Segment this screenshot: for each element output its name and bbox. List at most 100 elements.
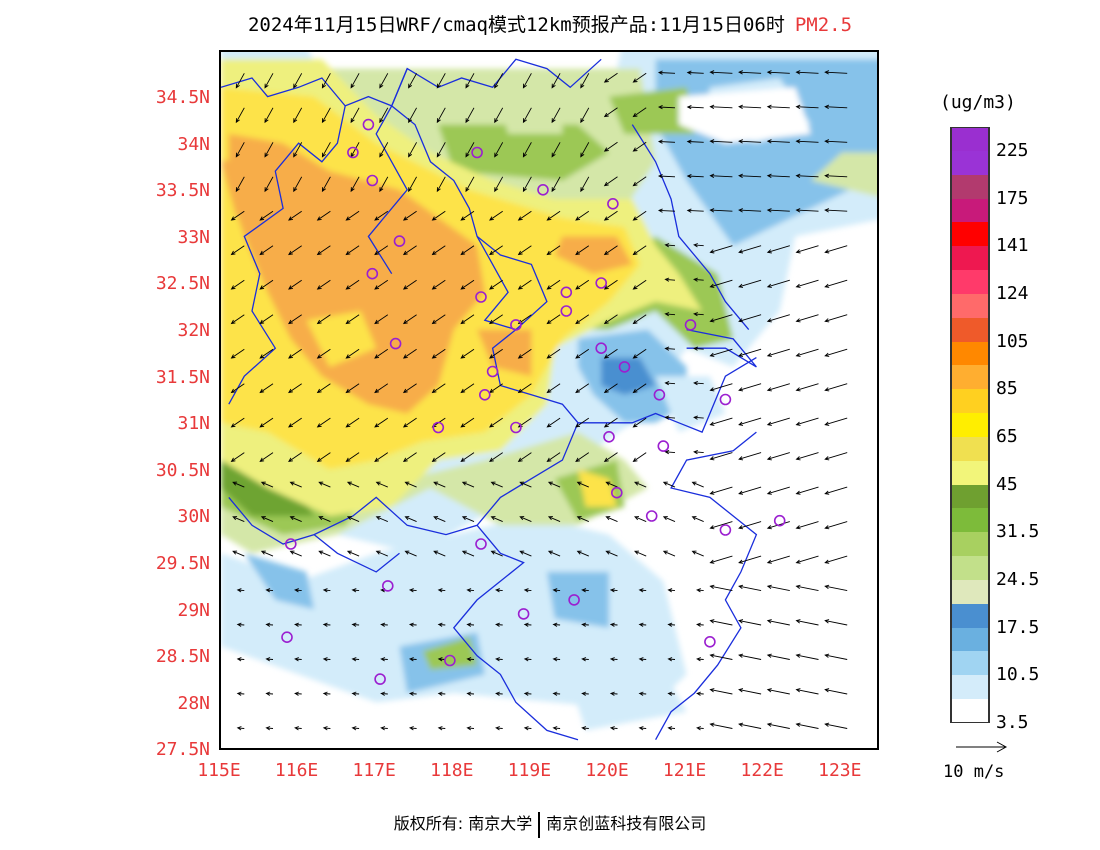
wind-arrow	[575, 245, 590, 256]
wind-arrow	[264, 176, 274, 193]
wind-arrow	[431, 348, 446, 359]
wind-arrow	[259, 383, 274, 394]
wind-arrow	[738, 245, 762, 254]
wind-arrow	[667, 622, 676, 627]
wind-arrow	[738, 452, 762, 461]
wind-arrow	[431, 452, 446, 462]
wind-arrow	[316, 452, 331, 462]
wind-arrow	[709, 348, 733, 357]
legend-swatch	[951, 246, 989, 271]
wind-arrow	[375, 481, 388, 488]
wind-arrow	[686, 139, 704, 144]
longitude-tick-label: 122E	[740, 760, 784, 781]
station-marker	[285, 538, 297, 550]
station-marker	[517, 608, 530, 620]
latitude-tick-label: 33N	[177, 226, 210, 248]
wind-arrow	[709, 584, 733, 592]
longitude-tick-label: 115E	[197, 760, 241, 781]
wind-arrow	[322, 622, 331, 627]
wind-arrow	[795, 314, 819, 323]
green-light-north	[500, 105, 563, 134]
wind-arrow	[634, 550, 647, 557]
pm25-map	[219, 50, 879, 750]
wind-arrow	[288, 279, 302, 290]
wind-arrow	[632, 107, 647, 118]
wind-arrow	[265, 588, 274, 593]
wind-arrow	[259, 210, 274, 221]
legend-swatch	[951, 150, 989, 176]
latitude-tick-label: 32.5N	[155, 273, 210, 295]
wind-arrow	[609, 588, 618, 593]
wind-arrow	[433, 516, 446, 523]
wind-arrow	[552, 588, 561, 593]
wind-arrow	[322, 726, 331, 731]
wind-arrow	[667, 691, 676, 696]
wind-arrow	[374, 383, 389, 394]
wind-arrow	[795, 383, 819, 392]
wind-arrow	[522, 73, 532, 89]
wind-arrow	[345, 452, 360, 462]
wind-arrow	[691, 481, 704, 488]
wind-arrow	[522, 107, 532, 124]
wind-arrow	[288, 314, 302, 325]
wind-arrow	[380, 657, 388, 662]
wind-arrow	[709, 486, 733, 495]
wind-arrow	[316, 245, 331, 256]
wind-arrow	[546, 383, 561, 394]
wind-arrow	[551, 176, 561, 193]
wind-arrow	[321, 176, 331, 193]
wind-arrow	[230, 348, 245, 359]
wind-arrow	[696, 691, 704, 696]
legend-unit: (ug/m3)	[940, 92, 1016, 113]
latitude-tick-label: 27.5N	[155, 739, 210, 761]
wind-arrow	[738, 314, 762, 323]
wind-arrow	[693, 243, 704, 248]
wind-arrow	[517, 452, 532, 462]
wind-arrow	[795, 521, 819, 530]
wind-arrow	[795, 70, 819, 75]
wind-arrow	[259, 314, 274, 325]
wind-arrow	[664, 346, 676, 351]
yellow-patch-zhejiang	[578, 469, 617, 507]
wind-arrow	[346, 516, 360, 523]
wind-arrow	[288, 245, 302, 256]
wind-arrow	[738, 417, 762, 426]
wind-arrow	[433, 481, 446, 488]
wind-arrow	[461, 550, 475, 557]
wind-arrow	[322, 691, 331, 696]
wind-arrow	[294, 622, 302, 627]
wind-arrow	[766, 584, 790, 592]
wind-arrow	[345, 210, 360, 221]
wind-arrow	[351, 657, 360, 662]
wind-arrow	[402, 314, 417, 325]
longitude-tick-label: 121E	[662, 760, 707, 781]
wind-arrow	[795, 139, 819, 144]
title-variable: PM2.5	[794, 14, 853, 36]
wind-arrow	[523, 657, 532, 662]
wind-arrow	[766, 383, 790, 392]
station-marker	[603, 430, 615, 443]
wind-arrow	[824, 653, 848, 660]
wind-arrow	[824, 348, 848, 357]
wind-arrow	[824, 279, 848, 288]
wind-arrow	[795, 486, 819, 495]
longitude-tick-label: 116E	[274, 760, 319, 781]
wind-arrow	[235, 176, 245, 193]
station-marker	[537, 184, 549, 196]
wind-arrow	[288, 417, 302, 428]
wind-arrow	[465, 142, 475, 158]
wind-arrow	[489, 210, 503, 221]
wind-arrow	[379, 176, 389, 193]
legend-swatch	[951, 413, 989, 438]
copyright-footer: 版权所有: 南京大学 南京创蓝科技有限公司	[0, 810, 1100, 838]
monitoring-stations	[281, 118, 786, 685]
wind-arrow	[795, 104, 819, 109]
wind-arrow	[632, 314, 647, 325]
wind-arrow	[316, 314, 331, 325]
orange-patch-west	[221, 152, 268, 218]
wind-arrow	[489, 314, 503, 325]
wind-arrow	[795, 688, 819, 695]
map-canvas	[221, 52, 877, 741]
wind-arrow	[603, 314, 618, 325]
wind-arrow	[709, 245, 733, 254]
